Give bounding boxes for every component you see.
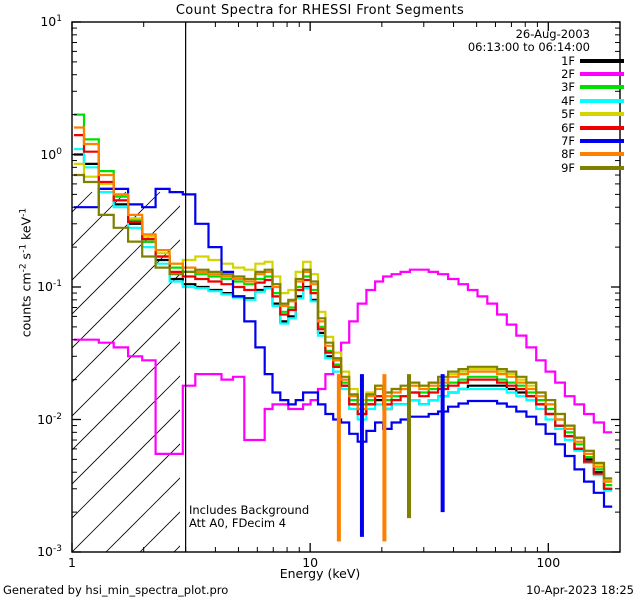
legend-item-7f: 7F bbox=[448, 134, 624, 149]
legend-item-2f: 2F bbox=[448, 67, 624, 82]
plot-frame bbox=[71, 21, 621, 553]
y-axis-label-text3: keV bbox=[18, 216, 34, 244]
y-axis-exp-2: -1 bbox=[18, 243, 29, 253]
legend-color-swatch bbox=[580, 58, 624, 63]
chart-title: Count Spectra for RHESSI Front Segments bbox=[175, 3, 465, 18]
legend-item-5f: 5F bbox=[448, 107, 624, 122]
excluded-band-hatching bbox=[72, 191, 180, 552]
legend-color-swatch bbox=[580, 72, 624, 77]
legend-item-8f: 8F bbox=[448, 147, 624, 162]
legend-color-swatch bbox=[580, 98, 624, 103]
legend-time-range: 06:13:00 to 06:14:00 bbox=[467, 40, 590, 54]
legend-item-label: 5F bbox=[561, 107, 575, 122]
legend-color-swatch bbox=[580, 85, 624, 90]
legend-item-label: 8F bbox=[561, 147, 575, 162]
y-tick-label: 10-3 bbox=[37, 544, 62, 560]
legend-item-9f: 9F bbox=[448, 160, 624, 175]
y-axis-label-text2: s bbox=[18, 252, 34, 264]
legend-color-swatch bbox=[580, 112, 624, 117]
x-axis-label: Energy (keV) bbox=[279, 566, 361, 581]
legend-item-label: 7F bbox=[561, 134, 575, 149]
spectra-curves bbox=[73, 113, 613, 542]
y-axis-label: counts cm-2 s-1 keV-1 bbox=[18, 173, 33, 373]
legend-item-6f: 6F bbox=[448, 120, 624, 135]
legend-item-label: 3F bbox=[561, 80, 575, 95]
y-tick-label: 101 bbox=[40, 14, 62, 30]
annotation-att-fdecim: Att A0, FDecim 4 bbox=[189, 516, 287, 530]
legend-date: 26-Aug-2003 bbox=[515, 27, 590, 41]
y-tick-label: 10-2 bbox=[37, 411, 62, 427]
legend-item-4f: 4F bbox=[448, 93, 624, 108]
legend-color-swatch bbox=[580, 125, 624, 130]
legend-item-label: 1F bbox=[561, 53, 575, 68]
legend-item-1f: 1F bbox=[448, 53, 624, 68]
legend-rows: 1F 2F 3F 4F 5F 6F 7F 8F 9F bbox=[448, 54, 624, 175]
y-axis-exp-1: -2 bbox=[18, 263, 29, 273]
y-tick-label: 100 bbox=[40, 146, 62, 162]
x-tick-label: 10 bbox=[302, 555, 319, 570]
legend-item-3f: 3F bbox=[448, 80, 624, 95]
x-tick-label: 1 bbox=[68, 555, 76, 570]
legend-item-label: 4F bbox=[561, 93, 575, 108]
footer-generated-by: Generated by hsi_min_spectra_plot.pro bbox=[3, 583, 229, 597]
y-axis-exp-3: -1 bbox=[18, 207, 29, 217]
x-tick-label: 100 bbox=[536, 555, 561, 570]
legend-item-label: 6F bbox=[561, 120, 575, 135]
annotation-includes-background: Includes Background bbox=[189, 503, 310, 517]
footer-timestamp: 10-Apr-2023 18:25 bbox=[526, 583, 634, 597]
legend-color-swatch bbox=[580, 165, 624, 170]
legend-item-label: 2F bbox=[561, 67, 575, 82]
legend-color-swatch bbox=[580, 139, 624, 144]
legend-color-swatch bbox=[580, 152, 624, 157]
legend-item-label: 9F bbox=[561, 160, 575, 175]
y-tick-label: 10-1 bbox=[37, 279, 62, 295]
legend: 26-Aug-2003 06:13:00 to 06:14:00 1F 2F 3F 4… bbox=[448, 28, 624, 175]
